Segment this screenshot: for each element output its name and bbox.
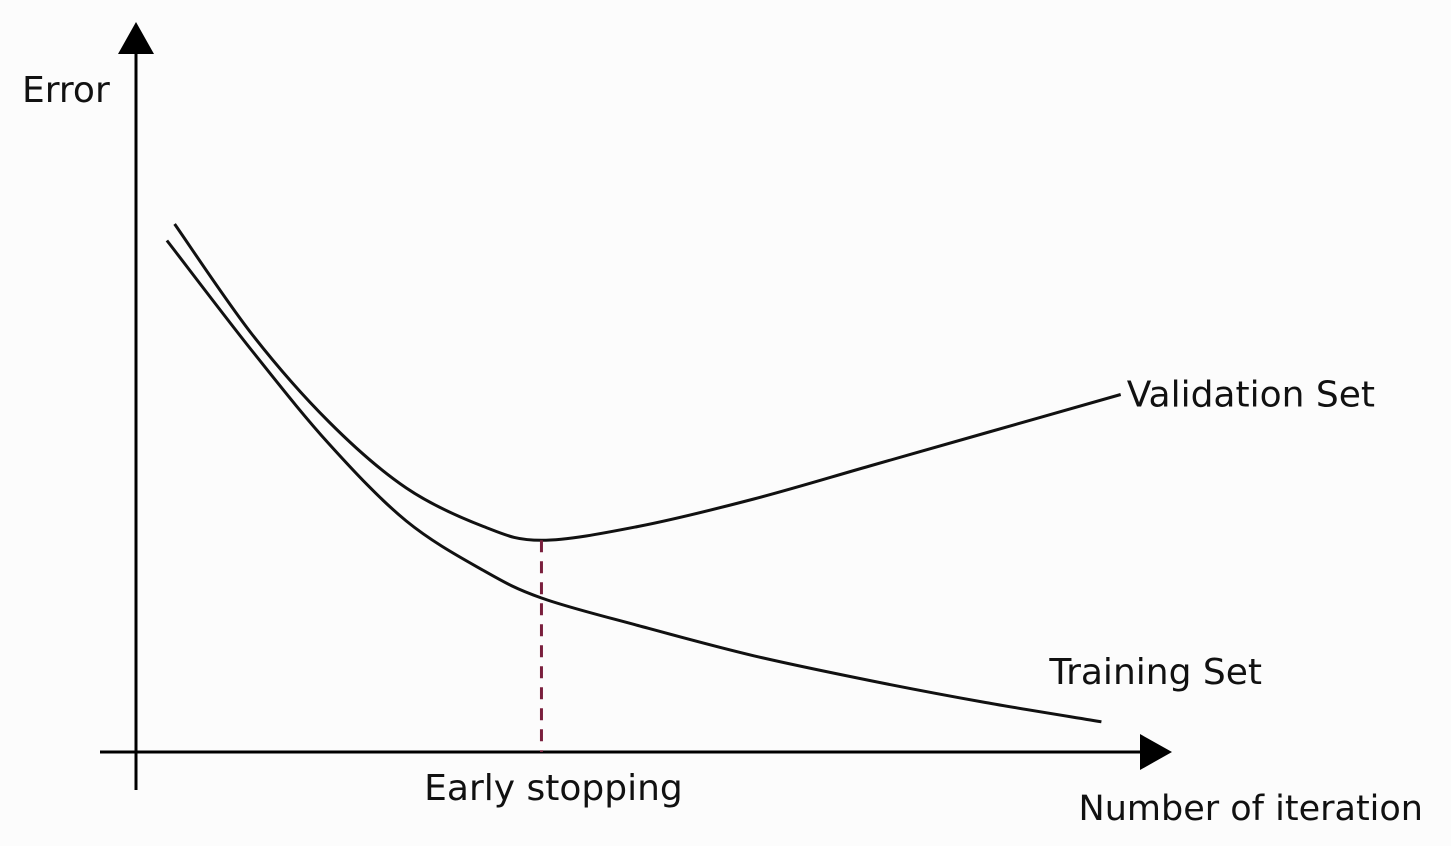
training-set-line — [165, 239, 1102, 724]
x-axis-arrow — [1140, 734, 1172, 770]
x-axis-label: Number of iteration — [1079, 789, 1423, 829]
y-axis-arrow — [118, 22, 154, 54]
training-set-label: Training Set — [1048, 652, 1262, 693]
early-stopping-label: Early stopping — [424, 768, 683, 809]
validation-set-label: Validation Set — [1127, 375, 1375, 416]
validation-set-line — [173, 223, 1122, 542]
y-axis-label: Error — [22, 70, 110, 111]
